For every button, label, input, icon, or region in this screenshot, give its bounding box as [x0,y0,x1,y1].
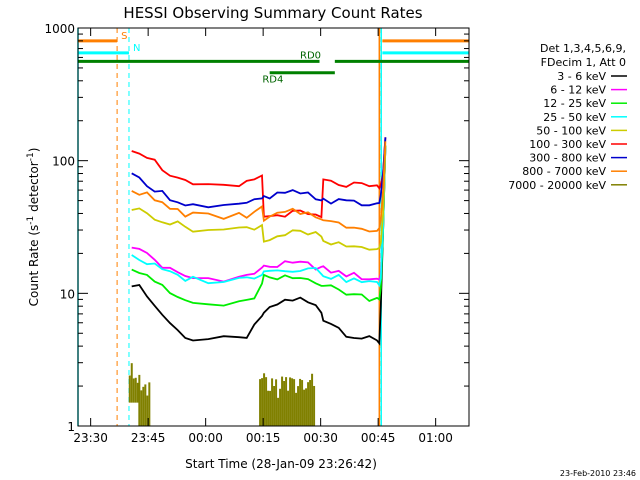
y-label-sup-1: -1 [26,216,36,225]
x-tick-label: 23:45 [131,431,166,445]
series-800-7000-kev-line [131,141,387,233]
legend-header-line-1: Det 1,3,4,5,6,9, [540,42,626,55]
x-tick-label: 00:00 [188,431,223,445]
legend-label-12-25-kev: 12 - 25 keV [543,97,606,110]
plot-frame [77,27,470,427]
legend-label-100-300-kev: 100 - 300 keV [529,138,606,151]
series-100-300-kev-line [131,137,387,219]
attenuator-rd0-label: RD0 [300,50,321,61]
legend-label-800-7000-kev: 800 - 7000 keV [522,165,606,178]
footer-date: 23-Feb-2010 23:46 [560,469,636,478]
legend-label-7000-20000-kev: 7000 - 20000 keV [508,179,606,192]
y-axis-label: Count Rate (s-1 detector-1) [26,148,41,307]
axis-ticks: 23:30 23:45 00:00 00:15 00:30 00:45 01:00 1 10 10… [44,22,469,445]
series-12-25-kev-line [131,145,387,307]
x-tick-label: 23:30 [73,431,108,445]
y-tick-label: 10 [60,287,75,301]
legend-header-line-2: FDecim 1, Att 0 [541,56,626,69]
y-label-part-2: detector [27,161,41,216]
y-label-part-1: Count Rate (s [27,225,41,307]
marker-n-label: N [133,43,140,54]
y-label-part-3: ) [27,148,41,153]
y-tick-label: 1000 [44,22,75,36]
legend-label-300-800-kev: 300 - 800 keV [529,152,606,165]
legend: Det 1,3,4,5,6,9, FDecim 1, Att 0 3 - 6 k… [508,42,627,192]
legend-label-6-12-kev: 6 - 12 keV [550,84,606,97]
series-7000-20000-kev-segment-0 [128,363,139,403]
y-tick-label: 1 [67,420,75,434]
attenuator-rd4-label: RD4 [262,75,283,86]
series-7000-20000-kev-segment-2 [259,373,316,426]
series-7000-20000-kev-segment-1 [138,374,151,426]
x-axis-label: Start Time (28-Jan-09 23:26:42) [185,457,377,471]
series-300-800-kev-line [131,137,387,209]
marker-s-label: S [121,31,127,42]
x-tick-label: 01:00 [418,431,453,445]
plot-area: SN RD0 RD4 [77,28,470,426]
y-tick-label: 100 [52,155,75,169]
series-3-6-kev-line [131,145,387,346]
x-tick-label: 00:15 [246,431,281,445]
legend-label-50-100-kev: 50 - 100 keV [536,124,606,137]
series-50-100-kev-line [131,145,387,251]
series-6-12-kev-line [131,145,387,283]
x-tick-label: 00:45 [361,431,396,445]
x-tick-label: 00:30 [303,431,338,445]
legend-label-3-6-kev: 3 - 6 keV [557,70,606,83]
series-25-50-kev-line [131,145,387,288]
legend-label-25-50-kev: 25 - 50 keV [543,111,606,124]
chart-title: HESSI Observing Summary Count Rates [123,4,422,22]
y-label-sup-2: -1 [26,152,36,161]
